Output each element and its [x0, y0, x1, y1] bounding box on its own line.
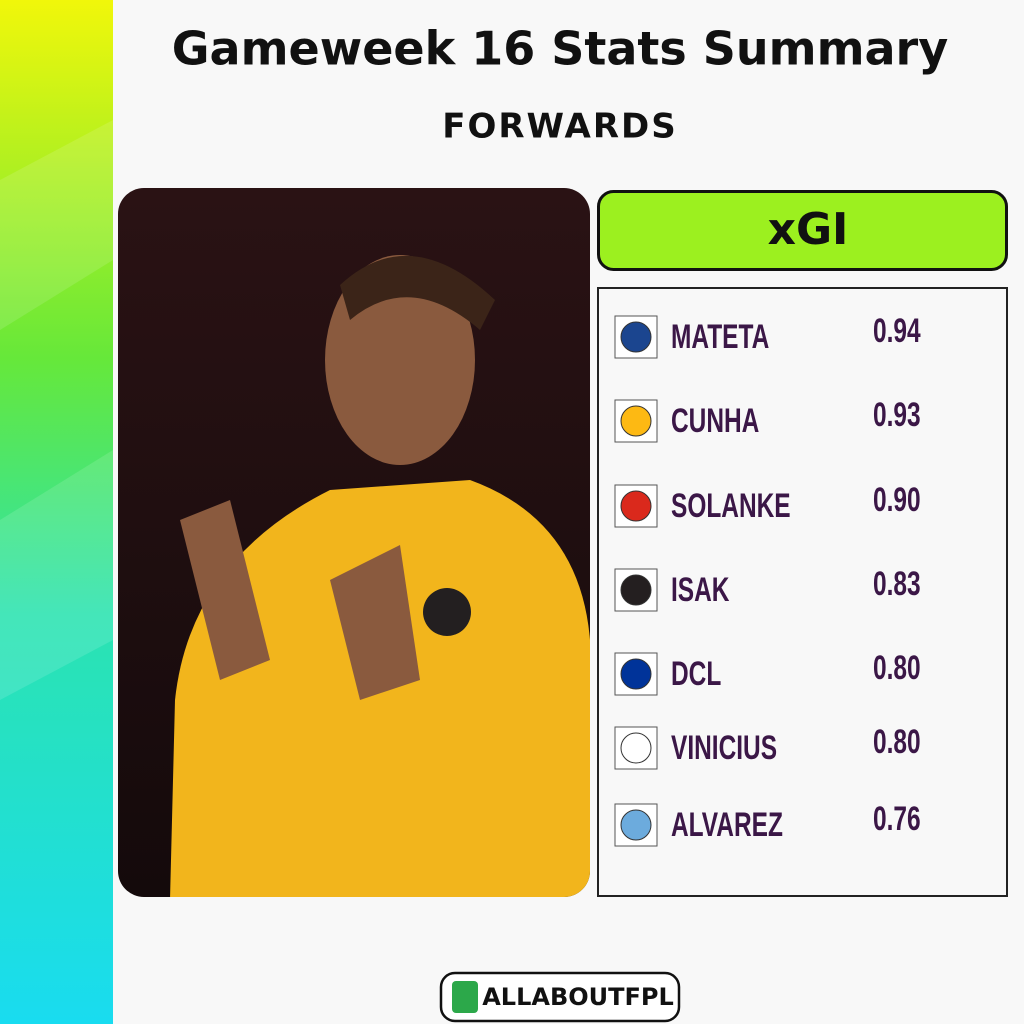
player-value: 0.83 — [873, 565, 921, 603]
player-name: SOLANKE — [671, 487, 791, 525]
club-crest — [620, 574, 652, 606]
player-name: DCL — [671, 655, 721, 693]
hand — [180, 500, 270, 680]
subtitle: FORWARDS — [442, 107, 678, 147]
player-value: 0.94 — [873, 312, 921, 350]
player-name: ISAK — [671, 571, 730, 609]
player-name: CUNHA — [671, 402, 759, 440]
club-crest — [620, 658, 652, 690]
club-crest — [620, 809, 652, 841]
player-value: 0.90 — [873, 481, 921, 519]
side-stripe — [0, 0, 113, 1024]
club-crest — [620, 490, 652, 522]
player-name: ALVAREZ — [671, 806, 783, 844]
brand-name: ALLABOUTFPL — [482, 983, 674, 1011]
hand — [330, 545, 420, 700]
player-value: 0.76 — [873, 800, 921, 838]
player-photo — [118, 188, 590, 897]
stripe-accent — [0, 120, 113, 330]
hair — [340, 255, 495, 330]
club-crest — [620, 732, 652, 764]
stripe-accent — [0, 450, 113, 700]
badge — [423, 588, 471, 636]
player-name: MATETA — [671, 318, 769, 356]
player-name: VINICIUS — [671, 729, 777, 767]
player-value: 0.93 — [873, 396, 921, 434]
brand-icon — [452, 981, 478, 1013]
title: Gameweek 16 Stats Summary — [172, 22, 948, 76]
brand-badge — [439, 971, 681, 1023]
table-box — [597, 287, 1008, 897]
rows: MATETA 0.94 CUNHA 0.93 SOLANKE 0.90 ISAK 0.83 DC… — [614, 312, 921, 847]
metric-header — [597, 190, 1008, 271]
club-crest — [620, 321, 652, 353]
metric-title: xGI — [768, 204, 849, 255]
club-crest — [620, 405, 652, 437]
player-value: 0.80 — [873, 723, 921, 761]
player-value: 0.80 — [873, 649, 921, 687]
